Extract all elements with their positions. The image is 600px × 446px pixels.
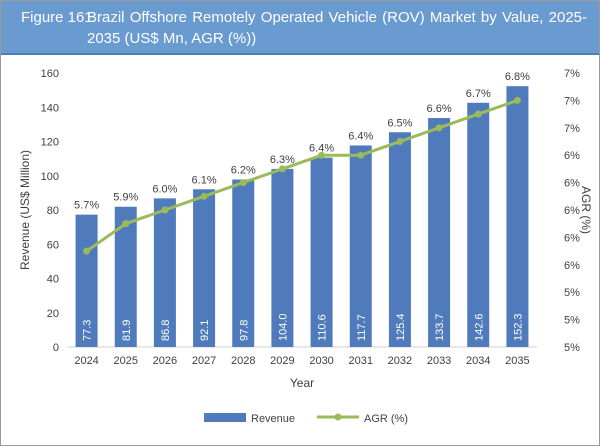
agr-data-label: 6.8% [505,71,530,83]
x-tick-label: 2035 [505,355,529,367]
y2-tick-label: 5% [564,342,580,354]
x-tick-label: 2026 [153,355,177,367]
agr-data-label: 6.2% [231,165,256,177]
revenue-bar [193,189,216,347]
agr-point [396,138,404,145]
agr-data-label: 6.7% [466,88,491,100]
x-tick-label: 2028 [231,355,255,367]
agr-data-label: 6.3% [270,154,295,166]
revenue-bar [271,168,294,347]
legend-agr-marker [334,413,342,421]
y-tick-label: 120 [41,137,59,149]
agr-point [474,110,482,118]
y2-tick-label: 5% [564,287,580,299]
agr-data-label: 6.1% [192,174,217,186]
y2-tick-label: 6% [564,232,580,244]
x-tick-label: 2031 [349,355,373,367]
y-tick-label: 160 [41,68,59,80]
agr-point [83,247,91,255]
revenue-bar [114,206,137,347]
x-tick-label: 2032 [388,355,412,367]
y-tick-label: 60 [47,239,59,251]
y2-tick-label: 7% [564,123,580,135]
x-tick-label: 2034 [466,355,490,367]
y2-tick-label: 7% [564,68,580,80]
legend-revenue-label: Revenue [251,413,295,425]
y-tick-label: 140 [41,102,59,114]
agr-point [318,151,326,159]
y2-tick-label: 6% [564,260,580,272]
agr-data-label: 6.0% [152,183,177,195]
y-tick-label: 0 [53,342,59,354]
x-tick-label: 2030 [309,355,333,367]
y2-tick-label: 7% [564,95,580,107]
agr-data-label: 6.5% [387,117,412,129]
revenue-data-label: 86.8 [160,320,172,341]
revenue-bar [310,157,333,347]
x-tick-label: 2033 [427,355,451,367]
agr-data-label: 5.9% [113,192,138,204]
revenue-bar [506,86,529,347]
revenue-data-label: 81.9 [121,320,133,341]
agr-point [435,124,443,132]
y2-tick-label: 5% [564,315,580,327]
y-axis-title: Revenue (US$ Million) [18,150,32,270]
revenue-bar [232,179,255,347]
x-axis-title: Year [290,376,314,390]
y2-tick-label: 6% [564,178,580,190]
y-tick-label: 40 [47,274,59,286]
y2-axis-title: AGR (%) [579,186,593,234]
revenue-data-label: 92.1 [199,320,211,341]
agr-data-label: 5.7% [74,200,99,212]
figure-header: Figure 161 Brazil Offshore Remotely Oper… [1,1,599,55]
revenue-bar [153,198,176,347]
agr-data-label: 6.4% [348,130,373,142]
revenue-data-label: 117.7 [356,314,368,341]
x-tick-label: 2029 [270,355,294,367]
figure-number: Figure 161 [21,9,93,26]
y-tick-label: 20 [47,308,59,320]
agr-point [200,192,208,200]
agr-point [161,206,169,214]
revenue-data-label: 142.6 [473,313,485,341]
revenue-data-label: 104.0 [277,313,289,341]
agr-point [513,96,521,104]
revenue-bar [349,145,372,347]
agr-data-label: 6.4% [309,143,334,155]
revenue-data-label: 125.4 [395,313,407,341]
legend-revenue-swatch [204,413,246,422]
revenue-bar [428,118,451,347]
agr-point [357,151,365,159]
chart-title: Brazil Offshore Remotely Operated Vehicl… [87,9,587,47]
agr-line [85,98,518,253]
revenue-bar [388,132,411,347]
revenue-data-label: 110.6 [317,314,329,341]
y2-tick-label: 6% [564,150,580,162]
agr-point [122,220,130,228]
y-tick-label: 80 [47,205,59,217]
revenue-data-label: 152.3 [512,313,524,341]
x-tick-label: 2025 [114,355,138,367]
legend-agr-label: AGR (%) [364,413,408,425]
agr-data-label: 6.6% [427,103,452,115]
y-tick-label: 100 [41,171,59,183]
revenue-data-label: 133.7 [434,313,446,341]
x-tick-label: 2024 [74,355,98,367]
revenue-bar [467,102,490,347]
revenue-data-label: 97.8 [238,320,250,341]
x-tick-label: 2027 [192,355,216,367]
y2-tick-label: 6% [564,205,580,217]
revenue-data-label: 77.3 [82,320,94,341]
agr-point [239,179,247,187]
agr-point [278,165,286,173]
